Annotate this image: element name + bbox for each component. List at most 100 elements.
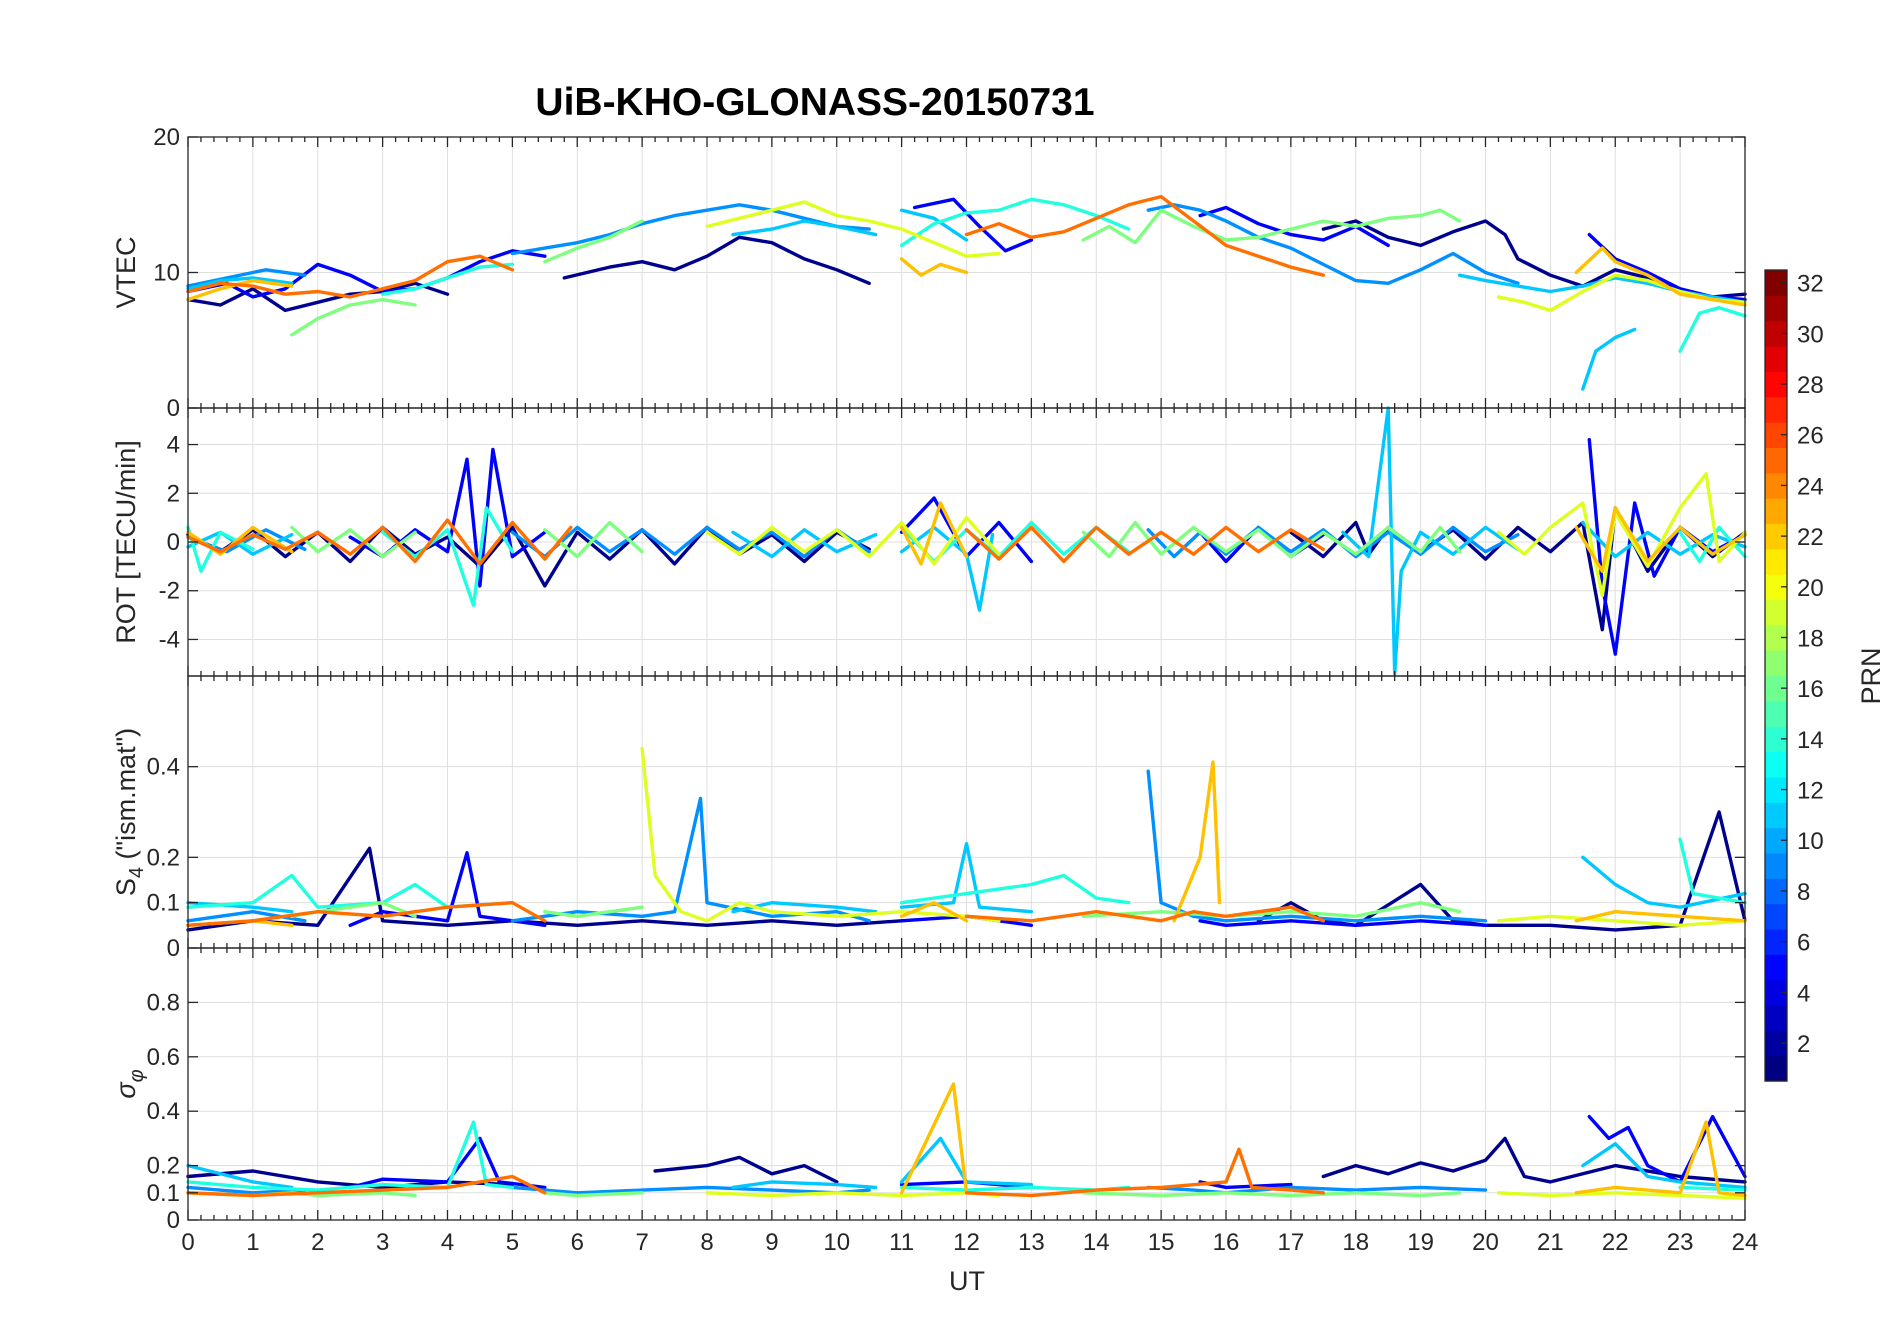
traces-vtec	[186, 194, 1747, 391]
trace-prn-24	[964, 525, 1325, 564]
trace-prn-16	[543, 905, 644, 918]
colorbar-band	[1765, 320, 1787, 347]
trace-prn-12	[731, 1180, 878, 1190]
chart-title: UiB-KHO-GLONASS-20150731	[535, 81, 1094, 124]
trace-prn-16	[1081, 901, 1462, 918]
trace-prn-14	[899, 197, 1131, 248]
y-tick-label: -2	[159, 578, 180, 605]
x-tick-label: 8	[700, 1229, 713, 1256]
trace-prn-22	[1574, 246, 1747, 307]
trace-prn-22	[1574, 1120, 1747, 1198]
x-tick-label: 19	[1407, 1229, 1434, 1256]
panel-vtec: 0 10 20 VTEC	[111, 124, 1747, 422]
colorbar-band	[1765, 396, 1787, 423]
y-tick-label: 0	[167, 1207, 180, 1234]
trace-prn-10	[186, 268, 307, 288]
colorbar-band	[1765, 498, 1787, 525]
grid-s4	[187, 676, 1746, 949]
trace-prn-24	[964, 905, 1325, 923]
colorbar-band	[1765, 371, 1787, 398]
trace-prn-12	[731, 219, 878, 237]
colorbar-tick-label: 20	[1797, 575, 1824, 602]
colorbar-tick-label: 8	[1797, 879, 1810, 906]
trace-prn-5	[1587, 1114, 1747, 1184]
x-tick-label: 22	[1602, 1229, 1629, 1256]
s4-label-rest: ("ism.mat")	[111, 728, 141, 867]
trace-prn-2	[1289, 506, 1747, 632]
trace-prn-22	[899, 1082, 969, 1195]
x-tick-label: 16	[1213, 1229, 1240, 1256]
colorbar-tick-label: 30	[1797, 321, 1824, 348]
x-tick-label: 3	[376, 1229, 389, 1256]
panel-sigma-phi: 00.10.2 0.4 0.6 0.8 σφ	[111, 947, 1747, 1234]
y-tick-label: 0	[167, 529, 180, 556]
trace-prn-12	[899, 208, 969, 242]
trace-prn-19	[640, 746, 1001, 923]
trace-prn-14	[1678, 1185, 1747, 1192]
y-tick-label: 4	[167, 432, 180, 459]
colorbar-band	[1765, 447, 1787, 474]
s4-label-s: S	[111, 878, 141, 896]
ylabel-s4: S4 ("ism.mat")	[111, 728, 148, 896]
y-tick-label: 20	[153, 124, 180, 151]
trace-prn-16	[543, 1191, 644, 1198]
colorbar-label: PRN	[1856, 647, 1886, 704]
trace-prn-19	[1496, 1191, 1747, 1200]
colorbar-band	[1765, 650, 1787, 677]
trace-prn-16	[1081, 520, 1462, 559]
ylabel-sigma-phi: σφ	[111, 1069, 148, 1098]
colorbar-frame	[1764, 269, 1788, 1082]
colorbar-band	[1765, 1055, 1787, 1082]
trace-prn-10	[1146, 769, 1488, 923]
y-tick-label: 0.6	[147, 1044, 180, 1071]
colorbar-band	[1765, 422, 1787, 449]
colorbar-band	[1765, 523, 1787, 550]
trace-prn-2	[562, 235, 871, 285]
axes-vtec: 0 10 20	[153, 124, 1746, 422]
colorbar-tick-label: 2	[1797, 1031, 1810, 1058]
axes-sigma-phi: 00.10.2 0.4 0.6 0.8	[147, 947, 1746, 1234]
colorbar-tick-label: 22	[1797, 524, 1824, 551]
s4-label-sub: 4	[126, 867, 148, 878]
colorbar-band	[1765, 1030, 1787, 1057]
trace-prn-10	[1146, 203, 1520, 285]
trace-prn-14	[186, 1120, 515, 1192]
trace-prn-22	[899, 901, 969, 923]
trace-prn-10	[510, 203, 871, 256]
traces-s4	[186, 746, 1747, 932]
x-tick-label: 4	[441, 1229, 454, 1256]
trace-prn-12	[731, 528, 878, 559]
trace-prn-12	[186, 1163, 294, 1190]
trace-prn-12	[1581, 1142, 1747, 1190]
trace-prn-12	[1341, 406, 1520, 676]
x-tick-label: 5	[506, 1229, 519, 1256]
trace-prn-14	[1678, 306, 1747, 353]
colorbar-band	[1765, 827, 1787, 854]
trace-prn-14	[380, 506, 515, 607]
trace-prn-16	[1081, 208, 1462, 245]
y-tick-label: 0	[167, 935, 180, 962]
x-tick-label: 10	[823, 1229, 850, 1256]
colorbar-band	[1765, 270, 1787, 296]
x-tick-label: 11	[889, 1229, 914, 1256]
colorbar-tick-label: 12	[1797, 778, 1824, 805]
colorbar-band	[1765, 295, 1787, 322]
colorbar-band	[1765, 472, 1787, 499]
trace-prn-22	[1574, 910, 1747, 923]
trace-prn-2	[186, 281, 450, 313]
trace-prn-19	[705, 1191, 1001, 1198]
trace-prn-2	[653, 1155, 839, 1184]
colorbar-band	[1765, 675, 1787, 702]
trace-prn-12	[899, 1136, 1034, 1187]
x-tick-label: 13	[1018, 1229, 1045, 1256]
x-tick-label: 0	[181, 1229, 194, 1256]
x-tick-label: 2	[311, 1229, 324, 1256]
trace-prn-5	[348, 1136, 547, 1190]
colorbar-tick-label: 18	[1797, 625, 1824, 652]
x-tick-label: 6	[571, 1229, 584, 1256]
y-tick-label: 0.1	[147, 890, 180, 917]
ylabel-rot: ROT [TECU/min]	[111, 440, 141, 644]
colorbar-band	[1765, 878, 1787, 905]
colorbar-band	[1765, 751, 1787, 778]
